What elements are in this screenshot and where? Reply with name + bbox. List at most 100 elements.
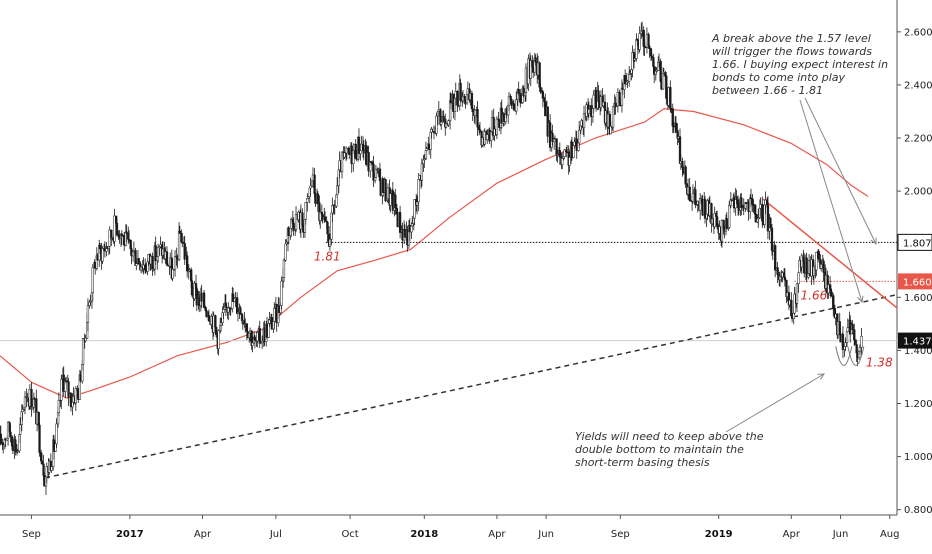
candle-body bbox=[578, 129, 581, 144]
price-tag-1807-border bbox=[897, 233, 932, 251]
y-tick-label: 2.400 bbox=[904, 80, 932, 91]
candle-body bbox=[55, 423, 58, 445]
candle-body bbox=[173, 256, 177, 270]
candle-body bbox=[486, 134, 489, 140]
candle-body bbox=[774, 245, 777, 271]
candle-body bbox=[282, 259, 286, 278]
candle-body bbox=[369, 161, 373, 163]
candle-body bbox=[135, 263, 138, 266]
candle-body bbox=[691, 192, 695, 202]
price-tag-current: 1.437 bbox=[903, 337, 932, 348]
candle-body bbox=[563, 149, 566, 157]
x-tick-label: Apr bbox=[194, 529, 212, 540]
candle-body bbox=[568, 157, 571, 166]
candle-body bbox=[442, 116, 445, 122]
candle-body bbox=[413, 199, 416, 219]
candle-body bbox=[207, 315, 211, 322]
candle-body bbox=[152, 268, 155, 271]
candle-body bbox=[394, 194, 397, 209]
candle-body bbox=[101, 248, 104, 262]
x-tick-label: Sep bbox=[611, 529, 630, 540]
candle-body bbox=[476, 108, 479, 128]
price-tag-1807: 1.807 bbox=[903, 238, 932, 249]
candle-body bbox=[463, 96, 466, 101]
candle-body bbox=[313, 174, 316, 195]
x-tick-label: 2018 bbox=[410, 529, 438, 540]
candle-body bbox=[754, 213, 757, 223]
candle-body bbox=[292, 223, 295, 231]
candle-body bbox=[417, 179, 420, 203]
arrow-to-1660 bbox=[799, 99, 862, 302]
candle-body bbox=[127, 239, 131, 241]
candle-body bbox=[853, 339, 857, 345]
candle-body bbox=[415, 201, 419, 206]
candle-body bbox=[86, 305, 90, 323]
candle-body bbox=[185, 255, 189, 272]
candle-body bbox=[626, 80, 629, 83]
candle-body bbox=[478, 129, 482, 132]
candle-body bbox=[84, 337, 87, 342]
candle-body bbox=[294, 214, 298, 230]
candle-body bbox=[193, 283, 196, 299]
candle-body bbox=[67, 381, 70, 398]
y-tick-label: 2.000 bbox=[904, 187, 932, 198]
candle-body bbox=[304, 202, 307, 220]
candle-body bbox=[268, 319, 271, 324]
candle-body bbox=[215, 326, 218, 334]
candle-body bbox=[183, 243, 186, 260]
top-note-line: A break above the 1.57 level bbox=[711, 32, 871, 45]
double-bottom-arc-1 bbox=[835, 346, 853, 366]
candle-body bbox=[633, 58, 636, 61]
candle-body bbox=[425, 148, 428, 151]
candle-body bbox=[326, 222, 329, 235]
candle-body bbox=[609, 126, 612, 135]
candle-body bbox=[357, 136, 361, 154]
x-tick-label: Apr bbox=[783, 529, 801, 540]
x-tick-label: 2017 bbox=[116, 529, 144, 540]
candle-body bbox=[256, 332, 259, 342]
candle-body bbox=[60, 379, 63, 401]
candle-body bbox=[844, 342, 847, 347]
x-tick-label: Jul bbox=[269, 529, 282, 540]
bottom-note-line: short-term basing thesis bbox=[575, 456, 710, 469]
candle-body bbox=[323, 216, 327, 222]
candle-body bbox=[137, 258, 140, 265]
price-tag-1660: 1.660 bbox=[903, 277, 932, 288]
candle-body bbox=[820, 264, 823, 269]
candle-body bbox=[224, 302, 228, 308]
candle-body bbox=[219, 322, 223, 326]
candle-body bbox=[539, 86, 542, 92]
candle-body bbox=[650, 55, 653, 58]
moving-average-layer bbox=[0, 108, 869, 399]
candle-body bbox=[113, 215, 116, 242]
candle-body bbox=[343, 152, 346, 158]
x-tick-label: Jun bbox=[537, 529, 554, 540]
candle-body bbox=[812, 266, 816, 276]
x-tick-label: Aug bbox=[880, 529, 900, 540]
candle-body bbox=[81, 338, 85, 365]
candle-body bbox=[411, 223, 414, 227]
top-note-line: 1.66. I buying expect interest in bbox=[712, 58, 888, 71]
candle-body bbox=[832, 295, 835, 309]
candle-body bbox=[9, 431, 12, 438]
trendline-resistance-red bbox=[762, 198, 898, 309]
candle-body bbox=[459, 82, 462, 101]
candle-body bbox=[674, 122, 678, 131]
candle-body bbox=[178, 230, 182, 234]
y-tick-label: 2.600 bbox=[904, 27, 932, 38]
candle-body bbox=[69, 393, 73, 408]
candle-body bbox=[694, 189, 697, 205]
y-tick-label: 2.200 bbox=[904, 134, 932, 145]
x-axis: Sep 2017 Apr Jul Oct 2018 Apr Jun Sep 2019 Apr Jun A… bbox=[22, 515, 900, 540]
candle-body bbox=[14, 439, 17, 452]
candle-body bbox=[561, 158, 564, 165]
candle-body bbox=[846, 327, 849, 333]
candle-body bbox=[340, 151, 344, 173]
candle-body bbox=[154, 245, 157, 261]
candle-body bbox=[778, 275, 782, 281]
candle-body bbox=[89, 300, 92, 303]
candle-body bbox=[384, 179, 387, 202]
candle-body bbox=[735, 196, 738, 200]
candle-body bbox=[556, 154, 559, 156]
